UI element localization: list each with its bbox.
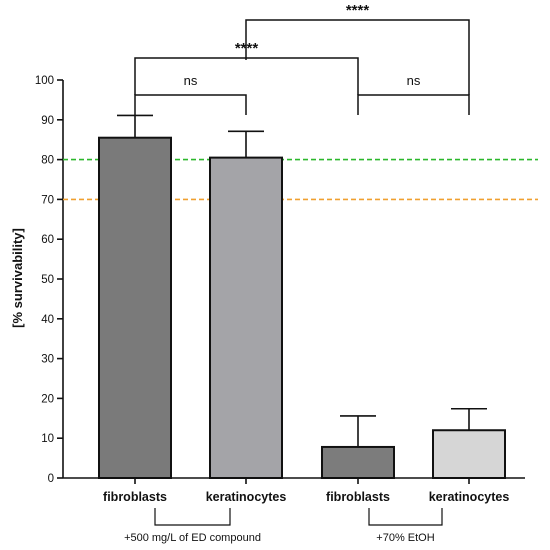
significance-label: ns <box>184 73 198 88</box>
y-tick-label: 50 <box>41 274 54 286</box>
x-axis: fibroblasts keratinocytes fibroblasts kerat… <box>63 477 525 544</box>
y-tick-label: 40 <box>41 314 54 326</box>
y-tick-label: 30 <box>41 354 54 366</box>
significance-bracket <box>357 94 470 115</box>
y-tick-label: 90 <box>41 115 54 127</box>
bar-fibroblasts <box>321 445 395 479</box>
y-tick-label: 60 <box>41 234 54 246</box>
significance-brackets: ns ns******** <box>134 2 470 115</box>
y-tick-label: 20 <box>41 393 54 405</box>
category-label: fibroblasts <box>103 490 167 504</box>
significance-label: **** <box>346 2 370 19</box>
y-tick-label: 70 <box>41 194 54 206</box>
y-tick-label: 80 <box>41 155 54 167</box>
group-bracket <box>154 508 231 526</box>
significance-bracket <box>134 57 359 95</box>
group-label: +70% EtOH <box>376 532 434 544</box>
category-label: fibroblasts <box>326 490 390 504</box>
y-axis-title: [% survivability] <box>10 228 25 328</box>
y-tick-label: 10 <box>41 433 54 445</box>
bar-keratinocytes <box>432 429 506 479</box>
group-bracket <box>368 508 443 526</box>
category-label: keratinocytes <box>206 490 287 504</box>
error-bars <box>117 114 487 447</box>
bar-fibroblasts <box>98 136 172 480</box>
significance-bracket <box>245 19 470 95</box>
significance-label: ns <box>407 73 421 88</box>
y-axis: 0 10 20 30 40 50 60 70 80 90 100 <box>35 75 64 485</box>
y-tick-label: 100 <box>35 75 54 87</box>
significance-bracket <box>134 94 247 115</box>
y-tick-label: 0 <box>48 473 54 485</box>
bar-keratinocytes <box>209 156 283 480</box>
group-label: +500 mg/L of ED compound <box>124 532 261 544</box>
reference-lines <box>63 158 538 201</box>
category-label: keratinocytes <box>429 490 510 504</box>
bars <box>98 136 506 480</box>
